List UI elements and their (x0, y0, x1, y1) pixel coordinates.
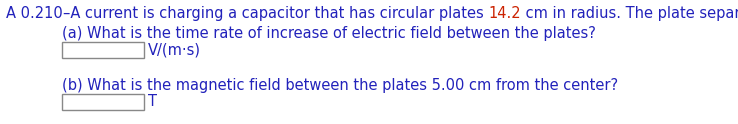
Bar (62, 94, 144, 110)
Bar (62, 42, 144, 58)
Text: cm in radius. The plate separation is: cm in radius. The plate separation is (521, 6, 738, 21)
Text: –A current is charging a capacitor that has circular plates: –A current is charging a capacitor that … (63, 6, 488, 21)
Text: T: T (148, 94, 157, 109)
Text: V/(m·s): V/(m·s) (148, 43, 201, 58)
Text: 14.2: 14.2 (488, 6, 521, 21)
Text: (b) What is the magnetic field between the plates 5.00 cm from the center?: (b) What is the magnetic field between t… (62, 78, 618, 93)
Text: A 0.210: A 0.210 (6, 6, 63, 21)
Text: (a) What is the time rate of increase of electric field between the plates?: (a) What is the time rate of increase of… (62, 26, 596, 41)
